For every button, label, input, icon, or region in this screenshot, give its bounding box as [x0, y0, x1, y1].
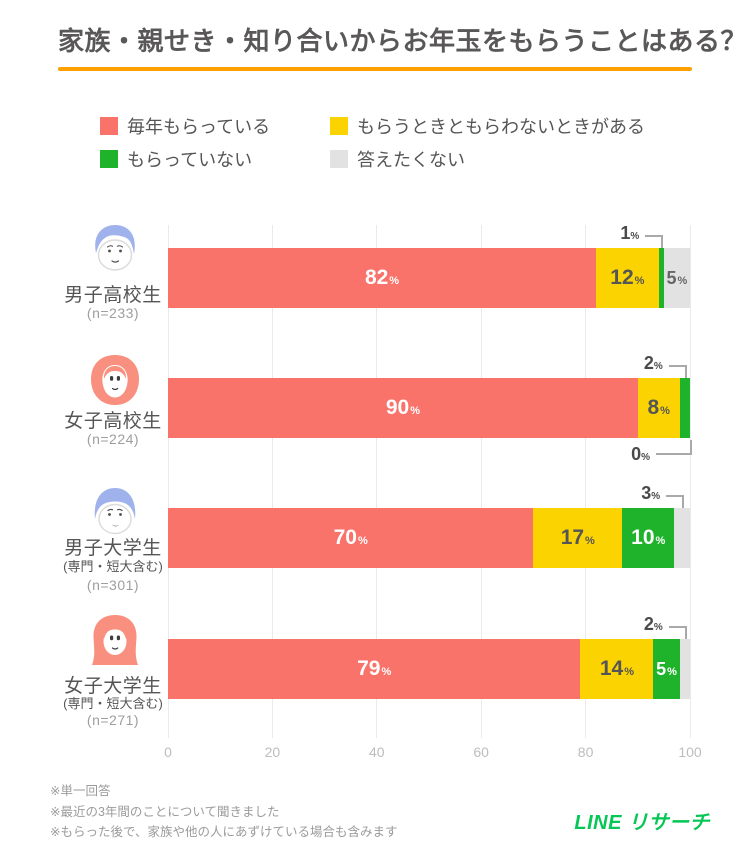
- segment-value-label: 90%: [385, 396, 420, 419]
- footnote: ※単一回答: [50, 784, 111, 798]
- callout-value-not-receiving: 2%: [643, 353, 663, 373]
- legend-item-every-year: 毎年もらっている: [100, 114, 270, 138]
- category-sublabel: (専門・短大含む): [63, 696, 163, 711]
- category-sample-size: (n=224): [86, 431, 140, 447]
- callout-line-not-receiving: [645, 235, 664, 248]
- category-label: 男子高校生: [64, 285, 162, 306]
- gridline: [167, 225, 169, 738]
- callout-value-not-receiving: 1%: [620, 223, 640, 243]
- segment-value-label: 17%: [560, 526, 595, 549]
- segment-value-label: 8%: [647, 396, 670, 419]
- bar-segment-sometimes: 8%: [637, 378, 680, 438]
- axis-tick-label: 40: [369, 744, 385, 760]
- legend-item-sometimes: もらうときともらわないときがある: [330, 114, 645, 138]
- bar-segment-no-answer: [679, 639, 690, 699]
- segment-value-label: 5%: [666, 267, 688, 288]
- axis-tick-label: 20: [264, 744, 281, 760]
- legend-item-no-answer: 答えたくない: [330, 147, 465, 171]
- legend-label: 答えたくない: [357, 150, 465, 170]
- gridline: [480, 225, 482, 738]
- footnotes: ※単一回答 ※最近の3年間のことについて聞きました ※もらった後で、家族や他の人…: [50, 781, 397, 843]
- segment-value-label: 70%: [333, 526, 368, 549]
- girl-highschool-avatar: [87, 352, 143, 408]
- callout-line-no-answer: [666, 495, 685, 508]
- bar-segment-every-year: 79%: [168, 639, 581, 699]
- legend-swatch-every-year: [100, 117, 118, 135]
- category-sample-size: (n=301): [86, 577, 140, 593]
- segment-value-label: 82%: [364, 266, 400, 289]
- segment-value-label: 12%: [610, 266, 645, 289]
- legend-swatch-not-receiving: [100, 150, 118, 168]
- category-label: 女子高校生: [64, 411, 162, 432]
- bar-segment-no-answer: 5%: [663, 248, 690, 308]
- gridline: [689, 225, 691, 738]
- callout-line-not-receiving: [668, 365, 687, 378]
- callout-value-no-answer: 2%: [643, 614, 663, 634]
- category-sublabel: (専門・短大含む): [63, 559, 163, 574]
- bar-segment-sometimes: 12%: [596, 248, 659, 308]
- line-research-logo: LINE リサーチ: [574, 812, 710, 834]
- gridline: [376, 225, 378, 738]
- category-sample-size: (n=233): [86, 305, 140, 321]
- axis-tick-label: 60: [473, 744, 489, 760]
- boy-university-avatar: [87, 483, 143, 539]
- segment-value-label: 14%: [599, 657, 634, 680]
- category-label: 女子大学生: [64, 676, 162, 697]
- axis-tick-label: 100: [678, 744, 702, 760]
- axis-tick-label: 80: [577, 744, 594, 760]
- bar-segment-not-receiving: 5%: [653, 639, 680, 699]
- callout-value-no-answer: 3%: [641, 483, 661, 503]
- legend-label: もらっていない: [127, 150, 253, 170]
- title-underline: [58, 67, 692, 71]
- page-title: 家族・親せき・知り合いからお年玉をもらうことはある？: [58, 26, 748, 56]
- legend-swatch-no-answer: [330, 150, 348, 168]
- legend-label: もらうときともらわないときがある: [357, 117, 645, 137]
- boy-highschool-avatar: [87, 220, 143, 276]
- segment-value-label: 10%: [631, 526, 666, 549]
- callout-value-no-answer: 0%: [631, 444, 650, 464]
- bar-segment-not-receiving: [658, 248, 664, 308]
- legend-label: 毎年もらっている: [127, 117, 271, 137]
- girl-university-avatar: [87, 612, 143, 668]
- bar-segment-sometimes: 17%: [533, 508, 623, 568]
- header: 家族・親せき・知り合いからお年玉をもらうことはある？: [58, 22, 748, 71]
- category-sample-size: (n=271): [86, 712, 140, 728]
- bar-segment-no-answer: [674, 508, 690, 568]
- bar-segment-not-receiving: [679, 378, 690, 438]
- bar-segment-sometimes: 14%: [580, 639, 654, 699]
- legend-swatch-sometimes: [330, 117, 348, 135]
- bar-segment-every-year: 70%: [168, 508, 534, 568]
- segment-value-label: 79%: [357, 657, 392, 680]
- callout-line-no-answer: [668, 626, 687, 639]
- legend-item-not-receiving: もらっていない: [100, 147, 252, 171]
- category-label: 男子大学生: [64, 538, 162, 559]
- footnote: ※最近の3年間のことについて聞きました: [50, 804, 280, 819]
- segment-value-label: 5%: [656, 658, 677, 679]
- callout-line-no-answer: [656, 440, 692, 455]
- footnote: ※もらった後で、家族や他の人にあずけている場合も含みます: [50, 825, 398, 839]
- bar-segment-every-year: 90%: [168, 378, 638, 438]
- gridline: [271, 225, 273, 738]
- bar-segment-not-receiving: 10%: [622, 508, 675, 568]
- bar-segment-every-year: 82%: [168, 248, 597, 308]
- gridline: [585, 225, 587, 738]
- axis-tick-label: 0: [164, 744, 172, 760]
